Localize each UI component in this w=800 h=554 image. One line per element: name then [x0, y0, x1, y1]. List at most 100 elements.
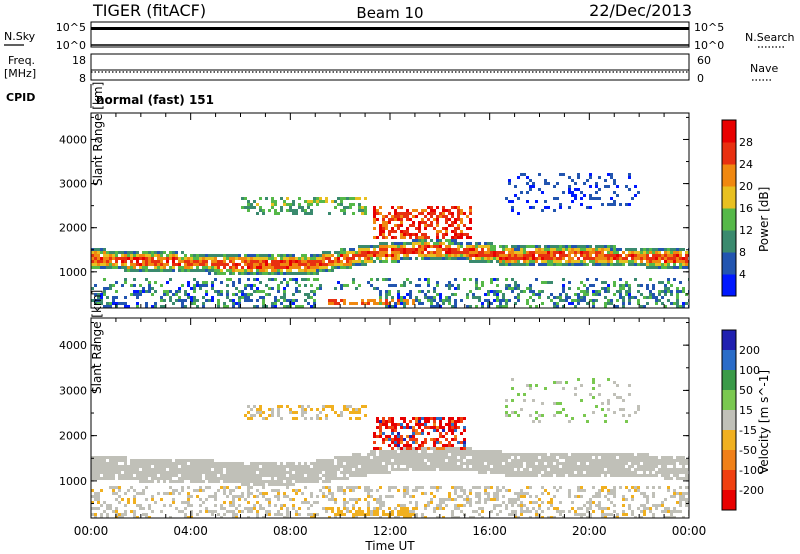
velocity-cell: [424, 438, 427, 441]
velocity-cell: [322, 408, 325, 411]
power-cell: [193, 263, 196, 266]
velocity-cell: [556, 381, 559, 384]
velocity-cell: [121, 465, 124, 468]
velocity-cell: [436, 450, 439, 453]
power-cell: [103, 287, 106, 290]
power-cell: [361, 263, 364, 266]
power-cell: [436, 254, 439, 257]
power-cell: [526, 254, 529, 257]
velocity-cell: [658, 471, 661, 474]
power-cell: [640, 293, 643, 296]
velocity-cell: [133, 501, 136, 504]
velocity-cell: [202, 489, 205, 492]
velocity-cell: [118, 501, 121, 504]
velocity-cell: [379, 486, 382, 489]
power-cell: [292, 263, 295, 266]
velocity-cell: [427, 432, 430, 435]
power-cell: [634, 278, 637, 281]
range-tick-label: 2000: [59, 222, 87, 235]
velocity-cell: [262, 462, 265, 465]
power-cell: [259, 281, 262, 284]
velocity-cell: [436, 489, 439, 492]
power-cell: [520, 251, 523, 254]
velocity-cell: [298, 471, 301, 474]
velocity-cell: [460, 441, 463, 444]
power-cell: [454, 251, 457, 254]
velocity-cell: [394, 441, 397, 444]
power-cell: [337, 254, 340, 257]
velocity-cell: [373, 453, 376, 456]
velocity-cell: [658, 504, 661, 507]
power-cell: [328, 299, 331, 302]
velocity-cell: [601, 471, 604, 474]
power-cell: [127, 254, 130, 257]
velocity-cell: [289, 483, 292, 486]
power-cell: [661, 281, 664, 284]
velocity-cell: [295, 411, 298, 414]
power-cell: [430, 254, 433, 257]
power-cell: [223, 272, 226, 275]
velocity-cell: [589, 513, 592, 516]
power-cell: [337, 263, 340, 266]
power-cell: [646, 260, 649, 263]
velocity-cell: [253, 405, 256, 408]
velocity-cell: [397, 432, 400, 435]
velocity-cell: [433, 447, 436, 450]
power-cell: [280, 260, 283, 263]
velocity-cell: [136, 465, 139, 468]
power-cell: [592, 305, 595, 308]
velocity-cell: [343, 459, 346, 462]
power-cell: [607, 263, 610, 266]
power-cell: [427, 224, 430, 227]
power-cell: [172, 260, 175, 263]
velocity-cell: [640, 516, 643, 518]
velocity-cell: [247, 489, 250, 492]
velocity-cell: [208, 474, 211, 477]
velocity-cell: [643, 507, 646, 510]
velocity-cell: [478, 495, 481, 498]
power-cell: [178, 290, 181, 293]
velocity-cell: [448, 429, 451, 432]
velocity-cell: [466, 459, 469, 462]
velocity-cell: [418, 423, 421, 426]
power-cell: [310, 212, 313, 215]
velocity-cell: [565, 465, 568, 468]
power-cell: [496, 299, 499, 302]
power-cell: [505, 248, 508, 251]
velocity-cell: [559, 456, 562, 459]
velocity-cell: [673, 516, 676, 518]
velocity-cell: [490, 498, 493, 501]
power-cell: [295, 209, 298, 212]
power-cell: [580, 203, 583, 206]
power-cell: [397, 215, 400, 218]
velocity-cell: [304, 468, 307, 471]
power-cell: [337, 302, 340, 305]
velocity-cell: [154, 477, 157, 480]
power-cell: [622, 284, 625, 287]
power-cell: [187, 284, 190, 287]
power-cell: [349, 302, 352, 305]
power-cell: [610, 254, 613, 257]
velocity-cell: [304, 486, 307, 489]
power-cell: [421, 257, 424, 260]
velocity-cell: [586, 507, 589, 510]
velocity-cell: [274, 513, 277, 516]
range-tick-label: 1000: [59, 266, 87, 279]
velocity-cell: [409, 495, 412, 498]
velocity-cell: [268, 474, 271, 477]
power-cell: [559, 296, 562, 299]
power-cell: [307, 302, 310, 305]
power-cell: [358, 248, 361, 251]
power-cell: [238, 263, 241, 266]
velocity-cell: [445, 456, 448, 459]
velocity-cell: [553, 495, 556, 498]
power-cell: [256, 212, 259, 215]
velocity-cell: [487, 453, 490, 456]
velocity-cell: [676, 471, 679, 474]
power-cell: [523, 290, 526, 293]
velocity-cell: [526, 486, 529, 489]
velocity-cell: [154, 471, 157, 474]
velocity-cell: [613, 492, 616, 495]
velocity-cell: [577, 471, 580, 474]
power-cell: [640, 305, 643, 308]
